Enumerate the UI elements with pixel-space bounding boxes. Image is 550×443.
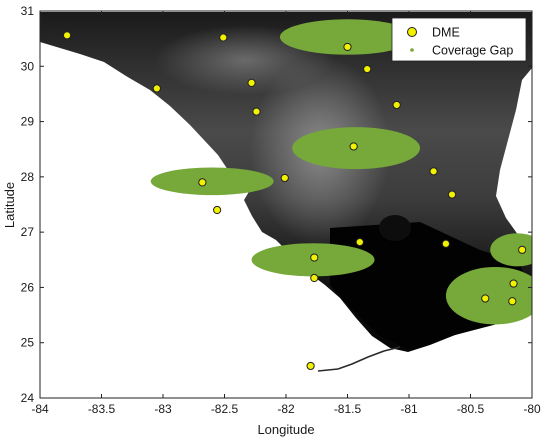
x-tick-label: -82 — [277, 402, 295, 416]
coverage-gap-region — [150, 167, 274, 196]
dme-station-marker — [355, 237, 364, 247]
y-tick-label: 26 — [21, 280, 35, 294]
dme-station-marker — [509, 279, 518, 288]
y-tick-label: 29 — [21, 115, 35, 129]
legend-coverage-gap-marker — [410, 48, 414, 52]
x-tick-label: -83.5 — [88, 402, 116, 416]
legend: DME Coverage Gap — [391, 17, 527, 62]
dme-station-marker — [310, 253, 319, 262]
legend-dme-label: DME — [432, 26, 460, 40]
dme-markers-layer — [62, 31, 527, 371]
y-tick-label: 31 — [21, 4, 35, 18]
dme-station-marker — [306, 361, 315, 371]
dme-station-marker — [213, 205, 222, 215]
dme-station-marker — [343, 42, 352, 52]
x-tick-label: -80.5 — [457, 402, 485, 416]
dme-station-marker — [310, 273, 319, 283]
dme-station-marker — [252, 107, 261, 116]
x-tick-label: -80 — [523, 402, 541, 416]
dme-station-marker — [198, 178, 207, 187]
dme-station-marker — [363, 64, 372, 74]
y-tick-label: 27 — [21, 225, 35, 239]
y-tick-label: 25 — [21, 336, 35, 350]
x-tick-label: -81.5 — [334, 402, 362, 416]
x-tick-label: -82.5 — [211, 402, 239, 416]
dme-station-marker — [441, 239, 450, 248]
dme-station-marker — [152, 84, 161, 93]
x-axis-label: Longitude — [257, 422, 314, 437]
dme-station-marker — [481, 294, 490, 303]
dme-station-marker — [518, 245, 527, 254]
x-tick-label: -83 — [154, 402, 172, 416]
dme-station-marker — [219, 33, 228, 42]
legend-coverage-gap-label: Coverage Gap — [432, 44, 513, 58]
dme-station-marker — [392, 100, 401, 110]
lake-okeechobee — [379, 215, 411, 241]
x-tick-label: -84 — [31, 402, 49, 416]
legend-box — [391, 17, 527, 62]
dme-station-marker — [429, 167, 438, 176]
legend-dme-marker — [407, 27, 417, 37]
y-axis-ticks: 24 25 26 27 28 29 30 31 — [21, 4, 532, 405]
dme-station-marker — [247, 78, 256, 87]
coverage-gap-region — [445, 266, 532, 325]
dme-station-marker — [280, 173, 289, 183]
y-axis-label: Latitude — [2, 182, 17, 228]
florida-keys — [317, 346, 401, 372]
coverage-gap-region — [490, 233, 532, 267]
x-tick-label: -81 — [400, 402, 418, 416]
x-axis-ticks: -84 -83.5 -83 -82.5 -82 -81.5 -81 -80.5 -80 — [31, 11, 541, 416]
coverage-gap-region — [279, 19, 416, 55]
y-tick-label: 30 — [21, 59, 35, 73]
dme-station-marker — [447, 190, 457, 199]
dme-station-marker — [62, 31, 72, 40]
y-tick-label: 28 — [21, 170, 35, 184]
dme-station-marker — [349, 142, 358, 151]
y-tick-label: 24 — [21, 391, 35, 405]
dme-station-marker — [508, 297, 517, 306]
